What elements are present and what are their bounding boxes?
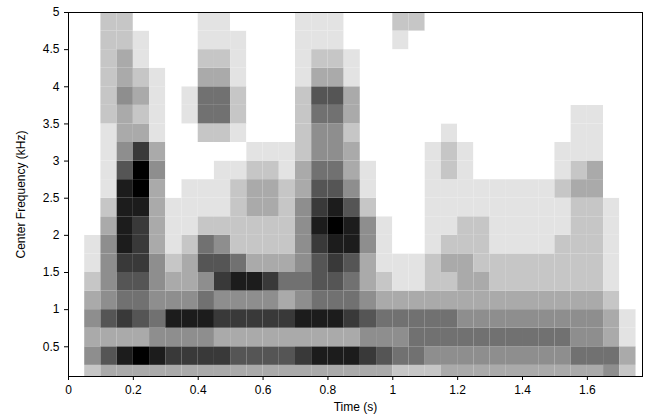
svg-text:4.5: 4.5: [43, 42, 60, 56]
svg-text:0.6: 0.6: [255, 383, 272, 397]
svg-text:1.6: 1.6: [579, 383, 596, 397]
svg-text:0.5: 0.5: [43, 340, 60, 354]
svg-text:1.5: 1.5: [43, 265, 60, 279]
svg-text:1: 1: [53, 302, 60, 316]
svg-text:2.5: 2.5: [43, 191, 60, 205]
svg-text:1.4: 1.4: [514, 383, 531, 397]
svg-text:0: 0: [65, 383, 72, 397]
svg-text:0.4: 0.4: [190, 383, 207, 397]
svg-text:Center Frequency (kHz): Center Frequency (kHz): [14, 130, 28, 258]
svg-text:0.8: 0.8: [320, 383, 337, 397]
svg-text:4: 4: [53, 80, 60, 94]
svg-text:0.2: 0.2: [125, 383, 142, 397]
svg-text:3: 3: [53, 154, 60, 168]
svg-text:Time (s): Time (s): [334, 400, 378, 414]
svg-text:3.5: 3.5: [43, 117, 60, 131]
svg-text:1.2: 1.2: [449, 383, 466, 397]
svg-text:1: 1: [389, 383, 396, 397]
svg-text:2: 2: [53, 228, 60, 242]
svg-text:5: 5: [53, 5, 60, 19]
